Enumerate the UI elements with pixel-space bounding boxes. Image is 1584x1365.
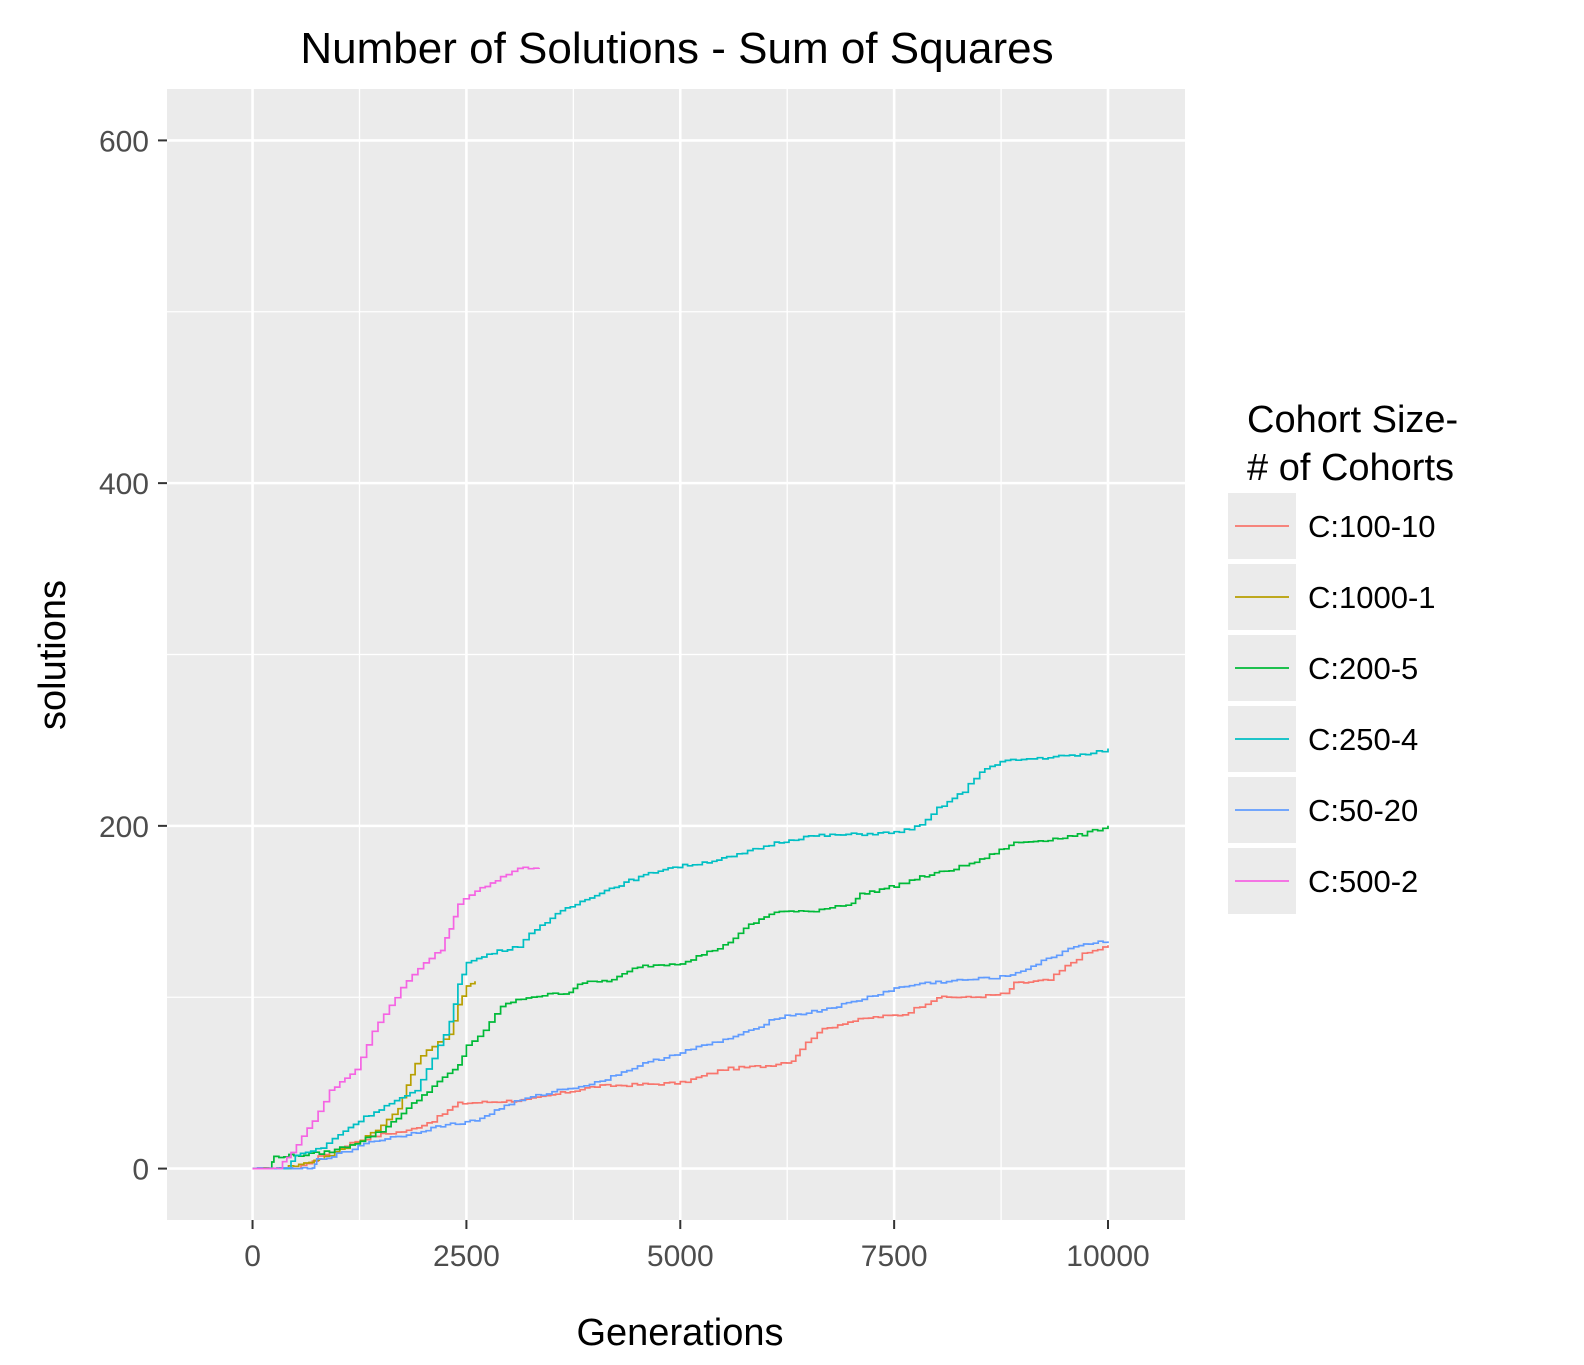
legend-items: C:100-10 C:1000-1 C:200-5 C:250-4 C:50-20 C:5…	[1228, 493, 1436, 914]
legend-label: C:500-2	[1308, 864, 1418, 899]
x-tick-label: 7500	[861, 1240, 928, 1273]
legend-label: C:50-20	[1308, 793, 1418, 828]
x-tick-label: 0	[244, 1240, 261, 1273]
axes: 0 2500 5000 7500 10000 0 200 400 600	[99, 125, 1150, 1273]
legend-label: C:1000-1	[1308, 580, 1436, 615]
legend-label: C:200-5	[1308, 651, 1418, 686]
chart-title: Number of Solutions - Sum of Squares	[300, 24, 1053, 73]
legend-label: C:100-10	[1308, 509, 1436, 544]
x-tick-label: 5000	[647, 1240, 714, 1273]
x-tick-label: 10000	[1066, 1240, 1149, 1273]
series-line-C:250-4	[252, 748, 1109, 1170]
legend-title-line-1: Cohort Size-	[1247, 399, 1458, 441]
legend: Cohort Size- # of Cohorts C:100-10 C:1000…	[1228, 399, 1458, 914]
series-line-C:500-2	[252, 866, 540, 1170]
series-line-C:50-20	[252, 940, 1109, 1170]
y-tick-label: 400	[99, 468, 149, 501]
y-tick-label: 0	[132, 1154, 149, 1187]
y-tick-label: 600	[99, 125, 149, 158]
series-line-C:200-5	[252, 825, 1109, 1170]
series-line-C:100-10	[252, 945, 1109, 1170]
grid-lines	[167, 89, 1185, 1220]
y-axis-title: solutions	[32, 580, 74, 730]
series-lines	[252, 748, 1109, 1170]
legend-title-line-2: # of Cohorts	[1247, 447, 1454, 489]
x-axis-title: Generations	[576, 1312, 783, 1354]
legend-label: C:250-4	[1308, 722, 1418, 757]
y-tick-label: 200	[99, 811, 149, 844]
x-tick-label: 2500	[433, 1240, 500, 1273]
